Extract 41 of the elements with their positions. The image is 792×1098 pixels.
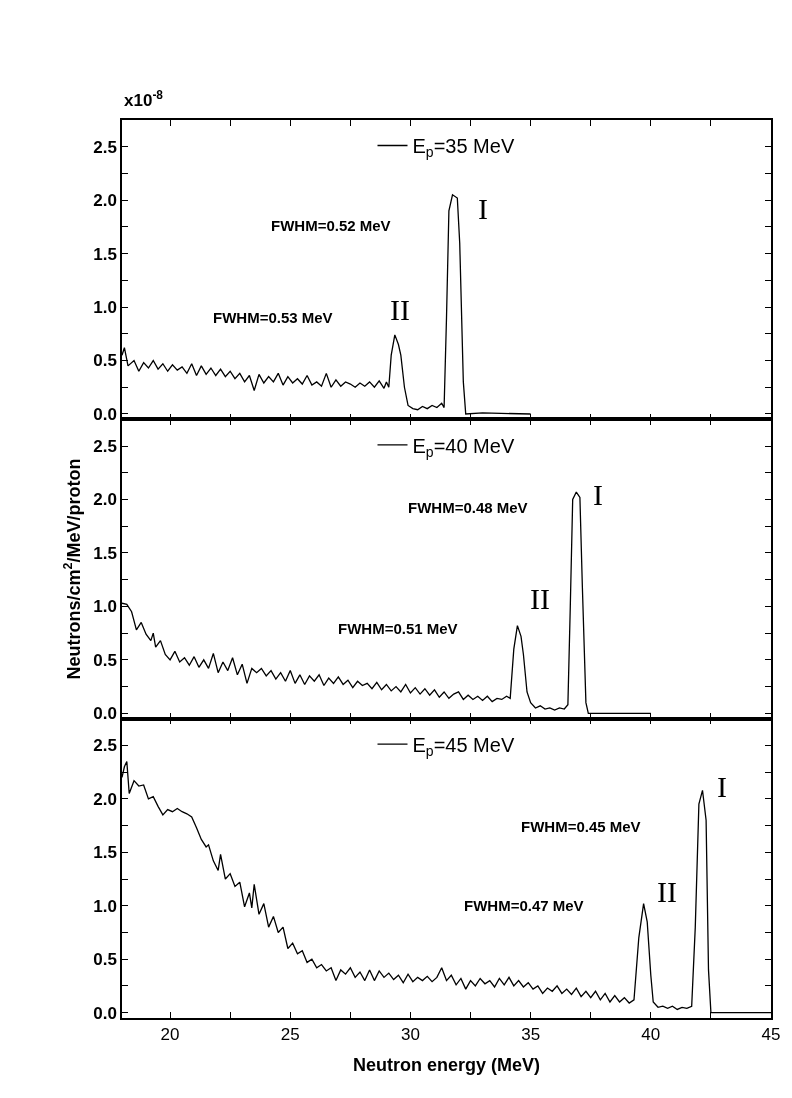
x-tick-label: 25 [280, 1025, 300, 1045]
annotation: I [478, 192, 488, 225]
y-tick-label: 2.0 [93, 191, 117, 211]
y-tick-label: 1.5 [93, 244, 117, 264]
x-axis-title: Neutron energy (MeV) [352, 1054, 541, 1075]
annotation: I [593, 478, 603, 511]
y-tick-label: 0.0 [93, 404, 117, 424]
annotation: FWHM=0.47 MeV [464, 897, 584, 914]
y-tick-label: 2.5 [93, 137, 117, 157]
annotation: II [657, 875, 677, 908]
y-tick-label: 1.5 [93, 543, 117, 563]
annotation: I [717, 770, 727, 803]
annotation: FWHM=0.52 MeV [271, 217, 391, 234]
y-tick-label: 0.5 [93, 650, 117, 670]
annotation: II [530, 582, 550, 615]
y-tick-label: 0.5 [93, 950, 117, 970]
legend-label: E$_{p}$=35 MeV [412, 135, 515, 161]
y-tick-label: 1.0 [93, 896, 117, 916]
x-tick-label: 40 [641, 1025, 661, 1045]
x-tick-label: 45 [761, 1025, 781, 1045]
y-tick-label: 1.0 [93, 298, 117, 318]
annotation: II [390, 293, 410, 326]
x-tick-label: 20 [160, 1025, 180, 1045]
legend-label: E$_{p}$=40 MeV [412, 434, 515, 460]
y-tick-label: 2.5 [93, 736, 117, 756]
annotation: FWHM=0.45 MeV [521, 818, 641, 835]
y-tick-label: 2.0 [93, 789, 117, 809]
y-tick-label: 1.5 [93, 843, 117, 863]
x-tick-label: 35 [521, 1025, 541, 1045]
y-tick-label: 1.0 [93, 597, 117, 617]
x-tick-label: 30 [400, 1025, 420, 1045]
annotation: FWHM=0.48 MeV [408, 499, 528, 516]
y-tick-label: 2.5 [93, 437, 117, 457]
y-tick-label: 2.0 [93, 490, 117, 510]
y-tick-label: 0.0 [93, 1003, 117, 1023]
annotation: FWHM=0.53 MeV [213, 309, 333, 326]
y-tick-label: 0.5 [93, 351, 117, 371]
legend-label: E$_{p}$=45 MeV [412, 733, 515, 760]
y-tick-label: 0.0 [93, 704, 117, 724]
text: x10$^{-8}$ [124, 88, 164, 111]
annotation: FWHM=0.51 MeV [338, 620, 458, 637]
